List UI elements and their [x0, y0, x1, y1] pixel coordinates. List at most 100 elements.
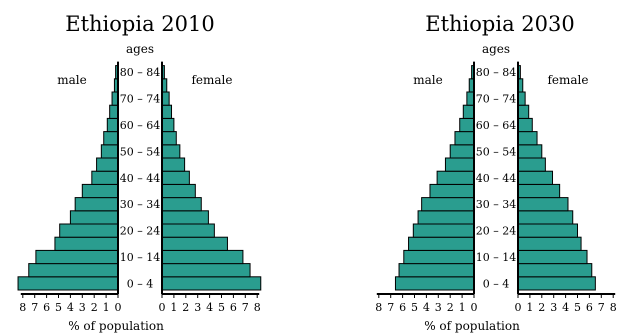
- bar-male-9: [96, 157, 119, 172]
- tick-label-male: 4: [67, 301, 74, 314]
- tick-label-female: 6: [586, 301, 593, 314]
- bar-male-1: [28, 263, 119, 278]
- ages-axis-label: ages: [482, 42, 510, 56]
- age-label: 50 – 54: [476, 145, 517, 158]
- tick-label-male: 0: [115, 301, 122, 314]
- bar-female-14: [161, 91, 170, 106]
- male-label: male: [413, 73, 442, 87]
- bar-female-10: [517, 144, 543, 159]
- bar-female-6: [161, 197, 202, 212]
- tick-label-male: 0: [471, 301, 478, 314]
- tick-label-male: 6: [43, 301, 50, 314]
- bar-male-10: [100, 144, 119, 159]
- bar-female-8: [517, 170, 554, 185]
- bar-male-9: [444, 157, 475, 172]
- bar-male-0: [394, 276, 475, 291]
- bar-male-11: [454, 131, 475, 146]
- bar-female-12: [161, 117, 175, 133]
- bar-female-4: [161, 223, 215, 238]
- age-label: 70 – 74: [476, 93, 517, 106]
- tick-label-male: 1: [103, 301, 110, 314]
- bar-male-6: [421, 197, 475, 212]
- bar-male-8: [91, 170, 119, 185]
- x-axis-label: % of population: [68, 319, 164, 333]
- bar-male-5: [417, 210, 475, 225]
- tick-label-male: 7: [387, 301, 394, 314]
- age-label: 0 – 4: [483, 277, 510, 290]
- bar-female-1: [517, 263, 593, 278]
- bar-female-1: [161, 263, 251, 278]
- bar-female-13: [161, 104, 173, 119]
- age-label: 0 – 4: [127, 277, 154, 290]
- bar-male-0: [17, 276, 119, 291]
- bar-female-7: [161, 183, 196, 199]
- tick-label-female: 8: [254, 301, 261, 314]
- bar-female-3: [161, 236, 228, 251]
- tick-label-female: 4: [206, 301, 213, 314]
- tick-label-female: 1: [170, 301, 177, 314]
- age-label: 30 – 34: [476, 198, 517, 211]
- tick-label-male: 4: [423, 301, 430, 314]
- tick-label-female: 3: [550, 301, 557, 314]
- tick-label-female: 2: [182, 301, 189, 314]
- bar-male-3: [408, 236, 475, 251]
- bar-male-13: [462, 104, 475, 119]
- bar-female-2: [161, 249, 244, 265]
- ages-axis-label: ages: [126, 42, 154, 56]
- tick-label-female: 6: [230, 301, 237, 314]
- bar-male-1: [398, 263, 475, 278]
- tick-label-female: 8: [610, 301, 617, 314]
- bar-male-8: [436, 170, 475, 185]
- bar-male-5: [69, 210, 119, 225]
- bar-female-5: [161, 210, 209, 225]
- bar-male-2: [403, 249, 475, 265]
- tick-label-female: 5: [574, 301, 581, 314]
- bar-female-7: [517, 183, 561, 199]
- bar-female-2: [517, 249, 588, 265]
- bar-male-7: [81, 183, 119, 199]
- age-label: 60 – 64: [120, 119, 161, 132]
- bar-female-12: [517, 117, 533, 133]
- tick-label-male: 2: [91, 301, 98, 314]
- bar-female-11: [161, 131, 177, 146]
- tick-label-male: 8: [19, 301, 26, 314]
- tick-label-male: 5: [55, 301, 62, 314]
- bar-male-4: [412, 223, 475, 238]
- tick-label-female: 5: [218, 301, 225, 314]
- age-label: 10 – 14: [120, 251, 161, 264]
- bar-male-10: [449, 144, 475, 159]
- bar-male-13: [109, 104, 119, 119]
- bar-female-9: [161, 157, 186, 172]
- bar-male-4: [59, 223, 119, 238]
- tick-label-female: 0: [515, 301, 522, 314]
- bar-female-6: [517, 197, 569, 212]
- bar-female-10: [161, 144, 181, 159]
- bar-female-13: [517, 104, 530, 119]
- bar-female-4: [517, 223, 578, 238]
- tick-label-male: 1: [459, 301, 466, 314]
- bar-male-12: [106, 117, 119, 133]
- tick-label-female: 2: [538, 301, 545, 314]
- tick-label-female: 4: [562, 301, 569, 314]
- tick-label-male: 7: [31, 301, 38, 314]
- tick-label-female: 7: [598, 301, 605, 314]
- tick-label-male: 5: [411, 301, 418, 314]
- tick-label-female: 3: [194, 301, 201, 314]
- age-label: 30 – 34: [120, 198, 161, 211]
- bar-male-7: [429, 183, 475, 199]
- age-label: 80 – 84: [476, 66, 517, 79]
- bar-female-11: [517, 131, 538, 146]
- bar-female-0: [161, 276, 262, 291]
- bar-male-3: [54, 236, 119, 251]
- female-label: female: [547, 73, 588, 87]
- tick-label-male: 6: [399, 301, 406, 314]
- age-label: 40 – 44: [120, 172, 161, 185]
- bar-male-11: [103, 131, 119, 146]
- bar-female-9: [517, 157, 546, 172]
- tick-label-female: 1: [526, 301, 533, 314]
- chart-title: Ethiopia 2010: [65, 12, 214, 36]
- bar-female-5: [517, 210, 574, 225]
- bar-female-8: [161, 170, 190, 185]
